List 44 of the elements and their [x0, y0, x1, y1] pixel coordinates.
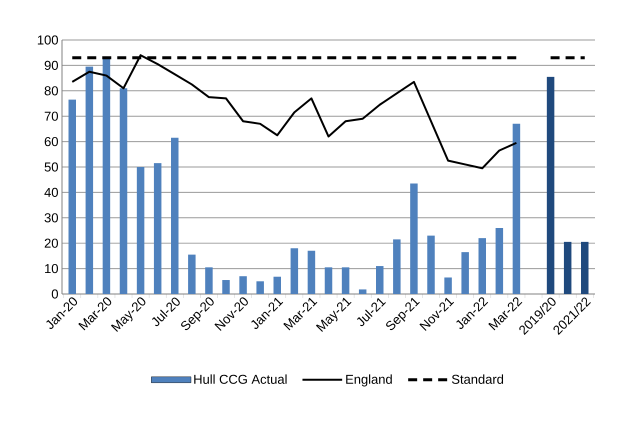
bar [478, 238, 486, 294]
bar [68, 100, 76, 294]
bar [256, 281, 264, 294]
bar [461, 252, 469, 294]
legend-label: Hull CCG Actual [194, 374, 287, 384]
y-tick-label: 40 [44, 188, 58, 197]
bar [410, 184, 418, 294]
y-tick-label: 60 [44, 137, 58, 146]
bar [290, 248, 298, 294]
bar [308, 250, 316, 294]
bar [546, 76, 554, 294]
y-tick-label: 80 [44, 86, 58, 96]
bar [86, 66, 94, 294]
bar [205, 267, 213, 294]
bar [102, 59, 110, 294]
bar [512, 124, 520, 294]
y-tick-label: 20 [44, 238, 58, 248]
bar [342, 267, 350, 294]
bar [274, 276, 282, 294]
bar [376, 266, 384, 294]
y-tick-label: 30 [44, 213, 58, 222]
y-tick-label: 100 [38, 35, 58, 45]
y-tick-label: 90 [44, 60, 58, 70]
bar [136, 166, 144, 294]
bar [120, 88, 128, 294]
y-tick-label: 10 [45, 264, 58, 274]
bar [324, 267, 332, 294]
bar [393, 239, 401, 294]
bar [171, 138, 179, 294]
y-tick-label: 70 [44, 112, 58, 121]
bar [358, 289, 366, 294]
bar [444, 277, 452, 294]
bar [239, 276, 247, 294]
legend-label: Standard [452, 374, 504, 384]
bar [496, 228, 504, 294]
bar [154, 163, 162, 294]
bar [564, 242, 572, 294]
bar [427, 236, 435, 294]
y-tick-label: 50 [44, 162, 58, 172]
bar [188, 254, 196, 294]
y-tick-label: 0 [52, 289, 58, 299]
bar [222, 280, 230, 294]
legend-label: England [346, 374, 392, 386]
bar [581, 242, 589, 294]
